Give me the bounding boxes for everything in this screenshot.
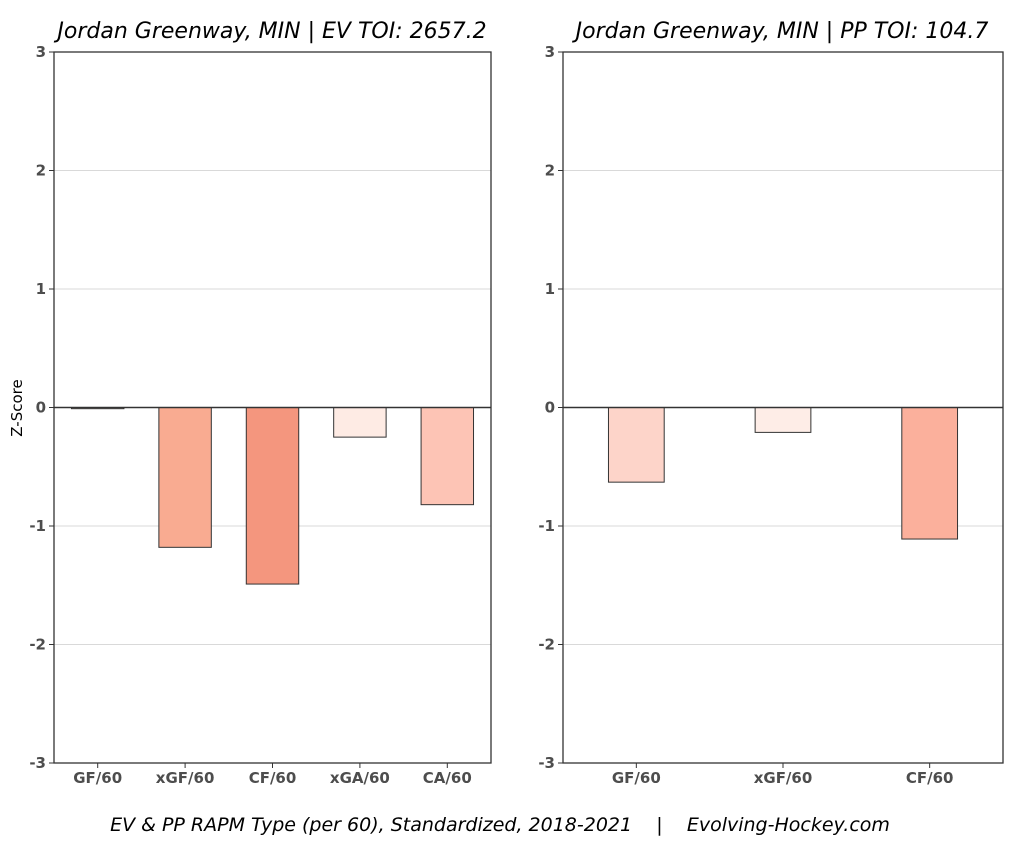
pp-panel-title: Jordan Greenway, MIN | PP TOI: 104.7 xyxy=(572,19,989,44)
pp-y-tick-label: 0 xyxy=(545,399,555,417)
ev-y-tick-label: 3 xyxy=(36,43,46,61)
pp-y-tick-label: 2 xyxy=(545,162,555,180)
ev-x-tick-label: CA/60 xyxy=(423,769,472,787)
ev-y-tick-label: -1 xyxy=(29,517,46,535)
ev-x-tick-label: xGA/60 xyxy=(330,769,390,787)
pp-bar xyxy=(607,407,665,483)
pp-y-tick-label: -2 xyxy=(538,636,555,654)
pp-y-tick-label: 3 xyxy=(545,43,555,61)
pp-bar xyxy=(754,407,812,433)
ev-y-tick-label: 2 xyxy=(36,162,46,180)
ev-y-tick-label: -2 xyxy=(29,636,46,654)
pp-panel: Jordan Greenway, MIN | PP TOI: 104.7 3 2 1… xyxy=(538,19,1004,787)
ev-y-tick-label: -3 xyxy=(29,754,46,772)
pp-x-tick-label: GF/60 xyxy=(612,769,661,787)
ev-x-tick-label: GF/60 xyxy=(73,769,122,787)
pp-y-tick-label: -1 xyxy=(538,517,555,535)
ev-panel-title: Jordan Greenway, MIN | EV TOI: 2657.2 xyxy=(53,19,486,44)
ev-x-tick-label: CF/60 xyxy=(249,769,297,787)
pp-y-tick-label: -3 xyxy=(538,754,555,772)
ev-bar xyxy=(245,407,300,585)
pp-x-tick-label: CF/60 xyxy=(906,769,954,787)
ev-x-tick-label: xGF/60 xyxy=(156,769,215,787)
pp-bar xyxy=(901,407,959,540)
ev-bar xyxy=(333,407,387,438)
pp-x-tick-label: xGF/60 xyxy=(754,769,813,787)
y-axis-label: Z-Score xyxy=(8,379,26,436)
pp-y-tick-label: 1 xyxy=(545,280,555,298)
ev-panel-border xyxy=(53,51,492,764)
ev-bar xyxy=(420,407,475,506)
ev-y-tick-label: 1 xyxy=(36,280,46,298)
ev-y-tick-label: 0 xyxy=(36,399,46,417)
ev-bar xyxy=(158,407,212,548)
caption: EV & PP RAPM Type (per 60), Standardized… xyxy=(110,814,890,836)
ev-panel: Jordan Greenway, MIN | EV TOI: 2657.2 3 2… xyxy=(29,19,492,787)
pp-panel-border xyxy=(562,51,1004,764)
